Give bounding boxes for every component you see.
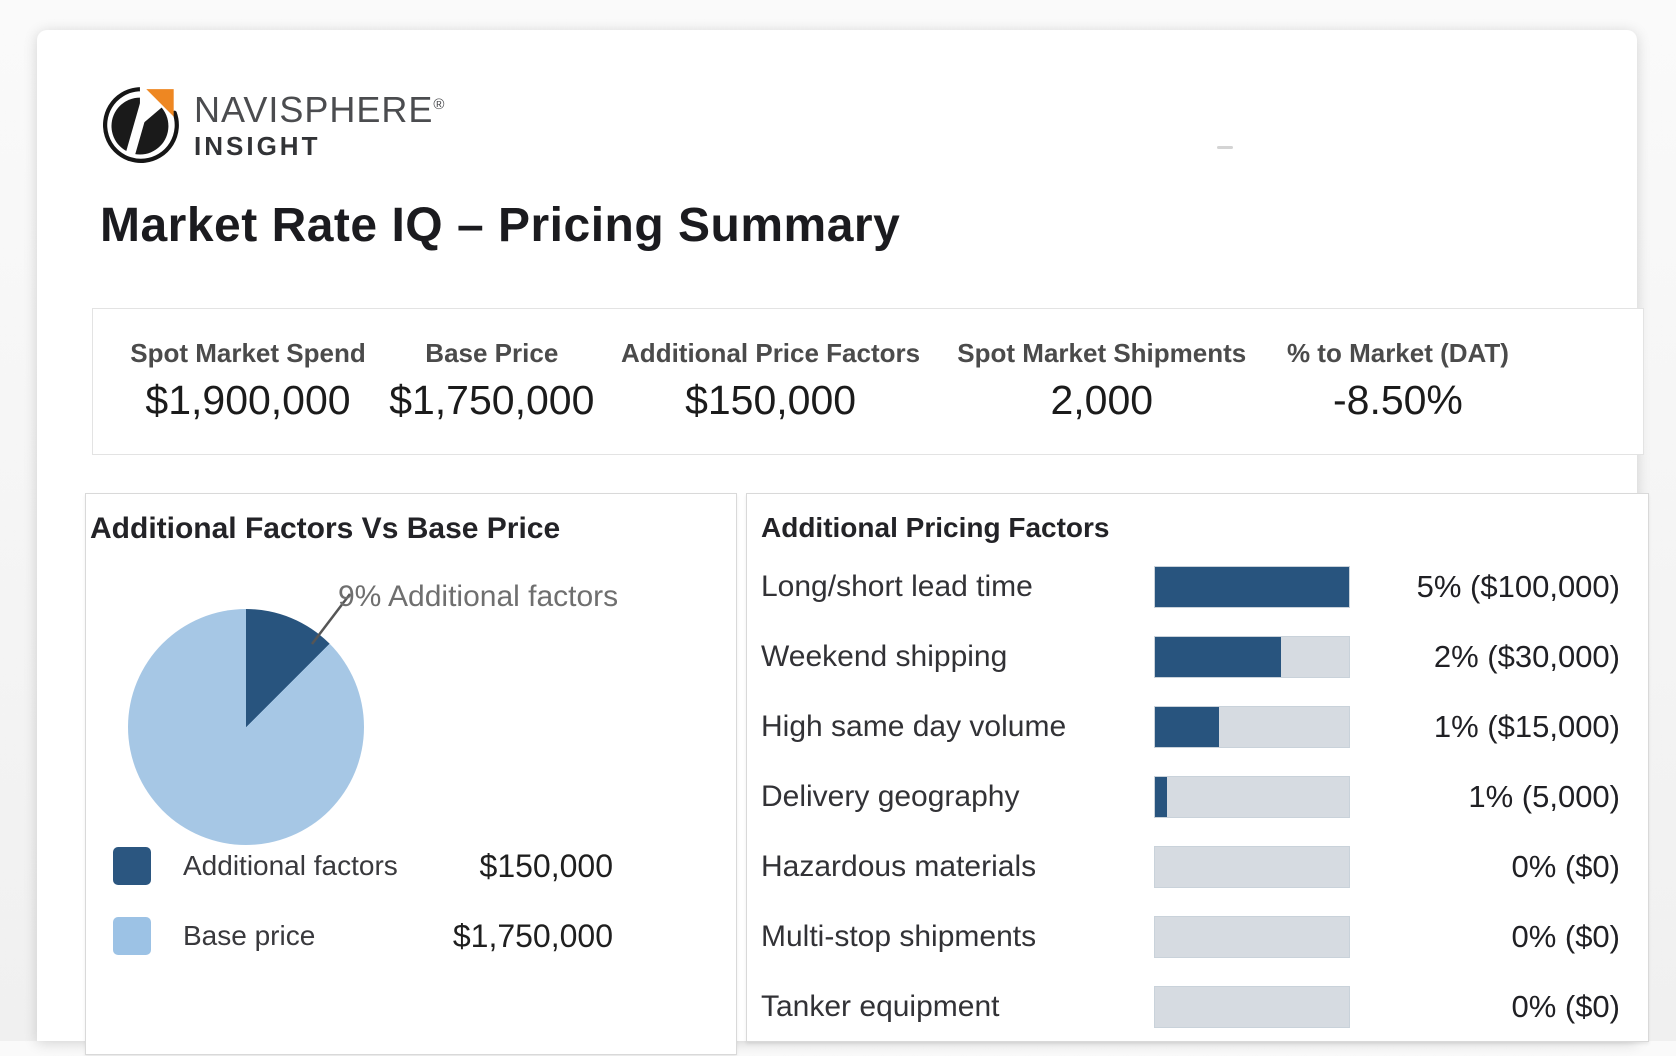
bar-value: 1% ($15,000) <box>1433 709 1620 744</box>
bars-panel: Additional Pricing Factors Long/short le… <box>746 493 1649 1042</box>
pie-callout-label: 9% Additional factors <box>338 580 619 613</box>
bar-fill <box>1155 567 1349 607</box>
pie-panel: Additional Factors Vs Base Price 9% Addi… <box>85 493 737 1055</box>
bar-label: Tanker equipment <box>761 990 1000 1023</box>
bar-fill <box>1155 637 1282 677</box>
bar-row-high-same-day-volume: High same day volume 1% ($15,000) <box>761 706 1620 748</box>
kpi-value: -8.50% <box>1332 377 1463 423</box>
legend-row-additional-factors: Additional factors $150,000 <box>113 846 613 886</box>
bar-label: Delivery geography <box>761 780 1020 813</box>
kpi-percent-to-market: % to Market (DAT) -8.50% <box>1273 337 1523 423</box>
legend-label: Additional factors <box>183 850 398 881</box>
kpi-label: Spot Market Shipments <box>957 338 1247 368</box>
legend-swatch-base-price <box>113 917 151 955</box>
bar-fill <box>1155 707 1220 747</box>
bar-value: 0% ($0) <box>1511 919 1620 954</box>
logo-wordmark: NAVISPHERE® <box>194 88 446 130</box>
page-title: Market Rate IQ – Pricing Summary <box>100 199 901 252</box>
bar-row-hazardous-materials: Hazardous materials 0% ($0) <box>761 846 1620 888</box>
bar-track <box>1154 776 1350 818</box>
navisphere-logo-icon <box>103 86 179 163</box>
registered-mark: ® <box>433 95 446 113</box>
kpi-label: Additional Price Factors <box>621 338 921 368</box>
report-card: NAVISPHERE® INSIGHT Market Rate IQ – Pri… <box>37 30 1649 1055</box>
legend-swatch-additional-factors <box>113 847 151 885</box>
kpi-strip: Spot Market Spend $1,900,000 Base Price … <box>92 308 1644 455</box>
kpi-value: $1,750,000 <box>389 377 595 423</box>
legend-value: $1,750,000 <box>452 917 613 954</box>
kpi-value: $1,900,000 <box>145 377 351 423</box>
bar-value: 0% ($0) <box>1511 989 1620 1024</box>
kpi-label: % to Market (DAT) <box>1286 338 1509 368</box>
kpi-value: 2,000 <box>1050 377 1154 423</box>
bar-value: 5% ($100,000) <box>1416 569 1620 604</box>
bar-track <box>1154 636 1350 678</box>
bar-label: Long/short lead time <box>761 570 1033 603</box>
kpi-spot-market-shipments: Spot Market Shipments 2,000 <box>947 337 1257 423</box>
decorative-dash <box>1217 146 1233 149</box>
bar-track <box>1154 986 1350 1028</box>
kpi-label: Base Price <box>425 338 559 368</box>
bar-row-tanker-equipment: Tanker equipment 0% ($0) <box>761 986 1620 1028</box>
bar-fill <box>1155 777 1167 817</box>
logo-wordmark-text: NAVISPHERE <box>194 88 434 130</box>
bar-track <box>1154 706 1350 748</box>
bar-value: 1% (5,000) <box>1468 779 1620 814</box>
bar-row-multi-stop-shipments: Multi-stop shipments 0% ($0) <box>761 916 1620 958</box>
pie-panel-title: Additional Factors Vs Base Price <box>90 512 561 545</box>
kpi-spot-market-spend: Spot Market Spend $1,900,000 <box>123 337 373 423</box>
bar-label: Weekend shipping <box>761 640 1008 673</box>
logo-text: NAVISPHERE® INSIGHT <box>194 88 446 161</box>
bar-value: 2% ($30,000) <box>1433 639 1620 674</box>
legend-value: $150,000 <box>479 847 613 884</box>
pie-chart <box>128 609 364 845</box>
bar-row-long-short-lead-time: Long/short lead time 5% ($100,000) <box>761 566 1620 608</box>
kpi-base-price: Base Price $1,750,000 <box>389 337 594 423</box>
bar-label: Multi-stop shipments <box>761 920 1037 953</box>
bar-row-weekend-shipping: Weekend shipping 2% ($30,000) <box>761 636 1620 678</box>
kpi-additional-price-factors: Additional Price Factors $150,000 <box>611 337 931 423</box>
bar-row-delivery-geography: Delivery geography 1% (5,000) <box>761 776 1620 818</box>
pie-legend: Additional factors $150,000 Base price $… <box>113 846 613 986</box>
bar-track <box>1154 916 1350 958</box>
navisphere-logo: NAVISPHERE® INSIGHT <box>102 86 445 164</box>
kpi-label: Spot Market Spend <box>130 338 366 368</box>
bars-panel-title: Additional Pricing Factors <box>761 512 1110 543</box>
bar-label: High same day volume <box>761 710 1067 743</box>
bar-track <box>1154 846 1350 888</box>
logo-product-name: INSIGHT <box>194 130 321 161</box>
legend-label: Base price <box>183 920 316 951</box>
bar-value: 0% ($0) <box>1511 849 1620 884</box>
bar-track <box>1154 566 1350 608</box>
kpi-value: $150,000 <box>685 377 857 423</box>
bar-label: Hazardous materials <box>761 850 1037 883</box>
legend-row-base-price: Base price $1,750,000 <box>113 916 613 956</box>
